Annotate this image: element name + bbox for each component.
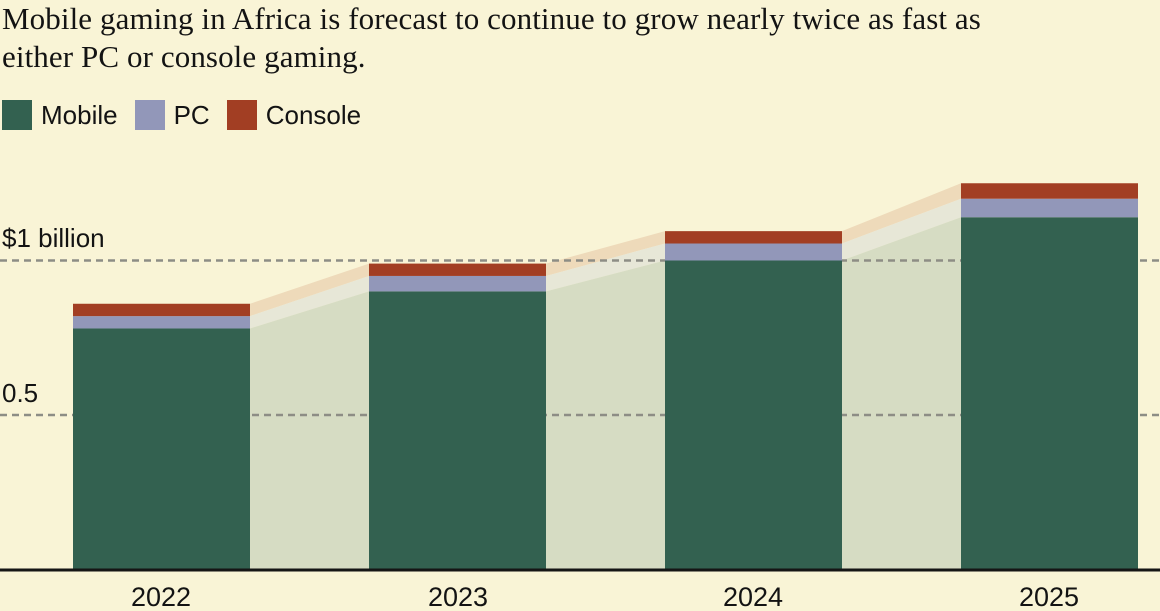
bar-segment-pc [73,316,250,329]
pc-connecting-area [546,243,665,292]
bar-segment-console [961,183,1138,199]
mobile-connecting-area [842,217,961,570]
bar-segment-pc [369,275,546,292]
bar-segment-console [73,303,250,317]
legend-item-pc: PC [134,100,210,130]
bar-segment-console [369,263,546,276]
console-connecting-area [250,263,369,317]
console-connecting-area [546,231,665,276]
legend-label-mobile: Mobile [41,100,118,130]
legend-item-console: Console [226,100,362,130]
chart-title: Mobile gaming in Africa is forecast to c… [2,0,981,76]
pc-swatch-icon [134,100,165,130]
y-tick-label-0-5: 0.5 [2,378,39,408]
bar-segment-mobile [665,260,842,570]
x-tick-label-2024: 2024 [722,582,784,611]
x-tick-label-2022: 2022 [130,582,192,611]
legend-label-console: Console [265,100,362,130]
pc-connecting-area [842,198,961,261]
bar-segment-mobile [961,217,1138,570]
chart-title-line-2: either PC or console gaming. [2,39,366,74]
console-swatch-icon [226,100,257,130]
pc-connecting-area [250,275,369,329]
bar-segment-pc [665,243,842,261]
chart-title-line-1: Mobile gaming in Africa is forecast to c… [2,1,981,36]
bar-segment-mobile [73,328,250,570]
x-tick-label-2025: 2025 [1018,582,1080,611]
legend-label-pc: PC [173,100,210,130]
mobile-connecting-area [250,291,369,570]
bar-segment-mobile [369,291,546,570]
mobile-swatch-icon [2,100,32,130]
legend: Mobile PC Console [2,100,361,130]
console-connecting-area [842,183,961,244]
x-tick-label-2023: 2023 [427,582,489,611]
y-tick-label-1-billion: $1 billion [2,223,105,253]
legend-item-mobile: Mobile [2,100,118,130]
bar-segment-pc [961,198,1138,218]
bar-segment-console [665,231,842,244]
